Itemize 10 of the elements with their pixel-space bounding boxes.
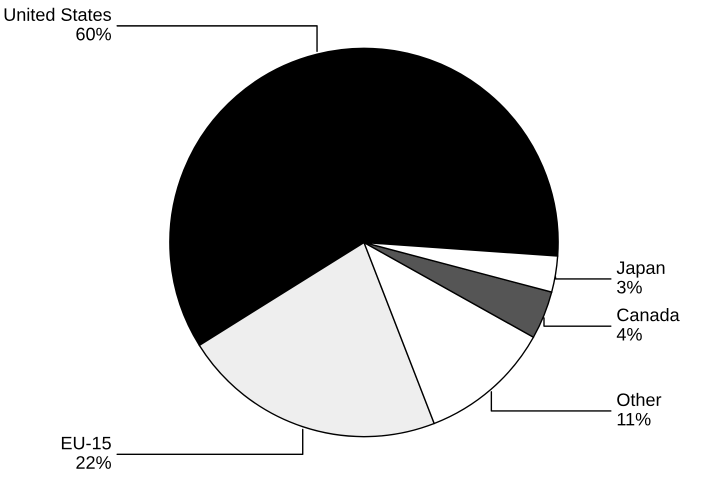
slice-label: Other [617,392,662,406]
slice-label: United States [4,8,111,21]
data-label: 3% [617,280,642,294]
slice-label: Japan [616,261,664,278]
slice-label: EU-15 [62,436,111,450]
data-label: 4% [616,328,642,341]
data-label: 60% [76,28,111,40]
slice-label: Canada [617,308,680,322]
data-label: 22% [76,456,111,469]
data-label: 11% [618,412,651,426]
